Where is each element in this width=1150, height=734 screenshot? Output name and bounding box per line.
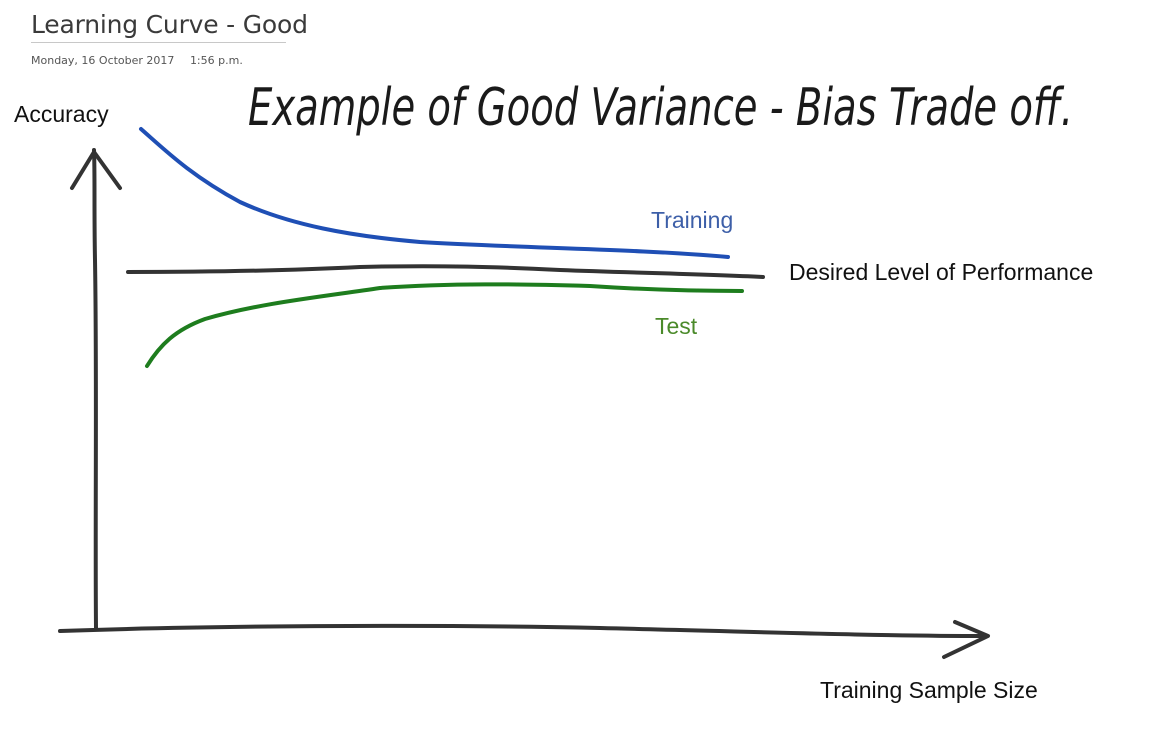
page-time: 1:56 p.m.	[189, 54, 243, 67]
handwritten-heading: Example of Good Variance - Bias Trade of…	[248, 78, 1073, 138]
test-label: Test	[655, 313, 698, 339]
title-divider	[31, 42, 286, 43]
desired-performance-label: Desired Level of Performance	[789, 259, 1093, 285]
page-timestamp: Monday, 16 October 2017 1:56 p.m.	[31, 54, 243, 67]
x-axis-line	[58, 623, 987, 638]
page-date: Monday, 16 October 2017	[31, 54, 175, 67]
page-title: Learning Curve - Good	[31, 10, 308, 39]
x-axis-arrowhead	[942, 620, 990, 659]
x-axis-label: Training Sample Size	[820, 677, 1038, 703]
y-axis-arrowhead	[70, 150, 122, 190]
desired-performance-line	[126, 264, 765, 279]
test-curve	[145, 282, 744, 368]
training-curve	[139, 127, 730, 259]
y-axis-line	[92, 148, 98, 630]
y-axis-label: Accuracy	[14, 101, 109, 127]
training-label: Training	[651, 207, 733, 233]
